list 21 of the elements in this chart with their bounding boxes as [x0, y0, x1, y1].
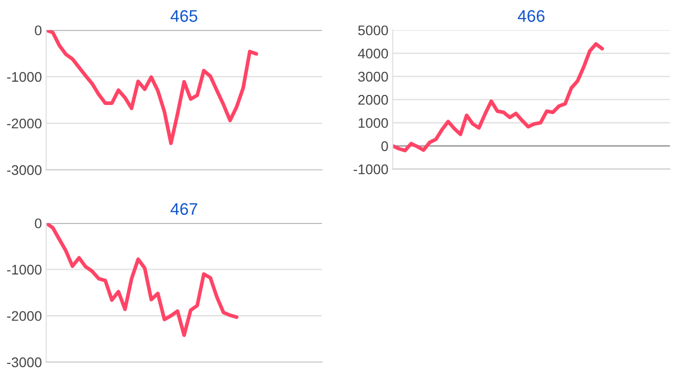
y-tick-label: -1000 — [7, 72, 42, 82]
y-tick-label: -2000 — [7, 311, 42, 321]
y-tick-label: 0 — [34, 25, 42, 36]
y-tick-label: 5000 — [358, 25, 388, 36]
y-tick-label: -1000 — [7, 264, 42, 275]
chart-title: 467 — [170, 203, 198, 215]
chart-title: 466 — [518, 10, 544, 22]
y-tick-label: 0 — [34, 218, 42, 228]
y-tick-label: -3000 — [7, 165, 42, 176]
y-tick-label: -3000 — [7, 357, 42, 368]
y-tick-label: 0 — [381, 141, 388, 152]
line-series — [46, 30, 258, 146]
line-series — [46, 223, 238, 338]
y-tick-label: 2000 — [358, 94, 388, 105]
y-tick-label: -1000 — [354, 164, 388, 174]
y-tick-label: 4000 — [358, 48, 388, 58]
y-tick-label: 3000 — [358, 72, 388, 82]
y-tick-label: -2000 — [7, 118, 42, 128]
line-series — [392, 42, 604, 152]
y-tick-label: 1000 — [358, 118, 388, 128]
chart-title: 465 — [170, 10, 198, 22]
